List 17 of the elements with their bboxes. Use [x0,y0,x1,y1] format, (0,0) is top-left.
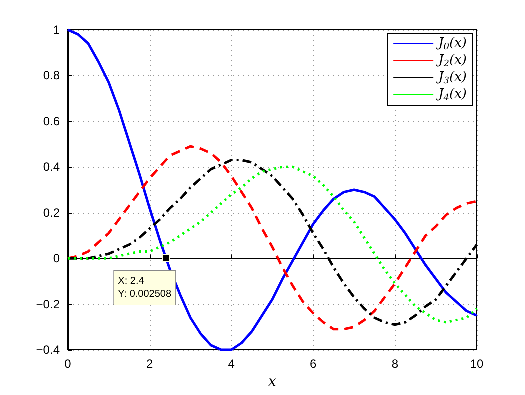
y-tick-label: 0.8 [43,68,60,83]
y-tick-label: −0.4 [36,343,60,357]
x-tick-label: 2 [146,357,154,371]
x-tick-label: 6 [310,357,318,371]
x-axis-title: x [268,374,277,390]
x-tick-label: 0 [64,357,72,371]
y-tick-label: 0.4 [43,160,60,174]
y-tick-label: 0.6 [43,114,60,128]
annotation: X: 2.4 Y: 0.002508 [118,276,172,300]
y-tick-label: 0 [53,252,60,266]
y-tick-label: −0.2 [36,297,60,312]
x-tick-label: 10 [470,357,484,371]
y-tick-label: 0.2 [43,206,60,220]
line-series [66,28,478,352]
x-tick-label: 8 [392,357,399,371]
x-tick-label: 4 [228,357,236,371]
y-tick-label: 1 [53,23,60,37]
